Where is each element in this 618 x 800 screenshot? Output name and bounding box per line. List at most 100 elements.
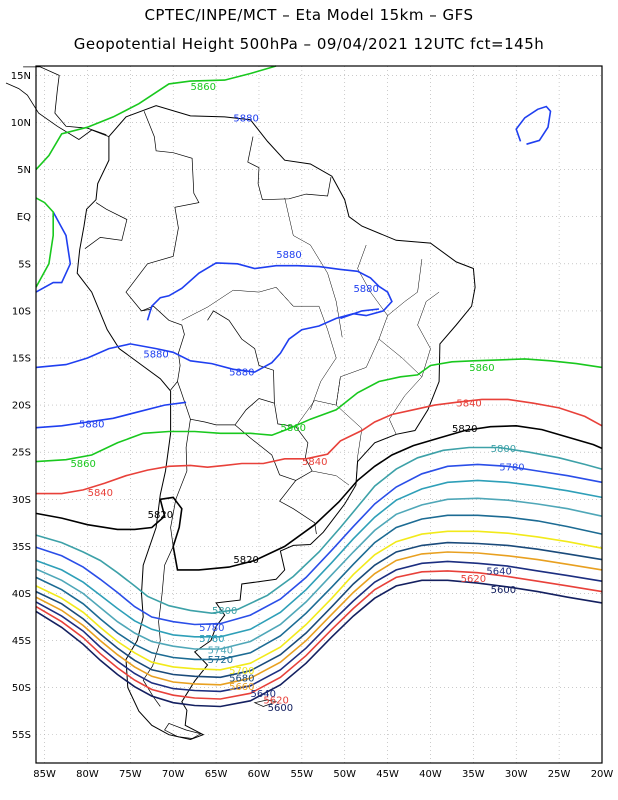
central-america-coastline	[5, 82, 110, 140]
lat-tick-label: 40S	[12, 589, 31, 600]
contour-5680	[35, 541, 603, 679]
height-contours	[35, 65, 603, 708]
lat-tick-label: 15N	[11, 71, 31, 82]
lat-lon-grid	[36, 66, 603, 763]
contour-label-5680: 5680	[229, 674, 254, 685]
contour-label-5780: 5780	[199, 623, 224, 634]
lat-tick-label: 20S	[12, 401, 31, 412]
contour-5880	[35, 401, 187, 429]
lon-tick-label: 70W	[162, 769, 185, 780]
contour-label-5840: 5840	[302, 457, 327, 468]
contour-label-5740: 5740	[208, 645, 233, 656]
lat-tick-label: 55S	[12, 730, 31, 741]
contour-label-5860: 5860	[281, 423, 306, 434]
contour-label-5880: 5880	[143, 350, 168, 361]
lon-tick-label: 20W	[591, 769, 614, 780]
map-subtitle: Geopotential Height 500hPa – 09/04/2021 …	[73, 35, 545, 53]
country-border	[170, 381, 178, 391]
lat-tick-label: 5S	[18, 259, 31, 270]
contour-label-5640: 5640	[251, 689, 276, 700]
state-border	[387, 259, 423, 316]
map-frame	[35, 65, 603, 764]
contour-5860	[35, 358, 603, 463]
contour-label-5820: 5820	[452, 424, 477, 435]
lon-tick-label: 55W	[291, 769, 314, 780]
contour-5640	[35, 560, 603, 693]
contour-label-5600: 5600	[268, 703, 293, 714]
lon-tick-label: 30W	[505, 769, 528, 780]
lon-tick-label: 45W	[376, 769, 399, 780]
contour-5760	[35, 479, 603, 638]
country-border	[84, 202, 128, 249]
state-border	[275, 287, 337, 410]
falkland-islands	[253, 699, 278, 707]
lon-tick-label: 35W	[462, 769, 485, 780]
contour-label-5860: 5860	[469, 363, 494, 374]
contour-label-5860: 5860	[191, 82, 216, 93]
contour-label-5600: 5600	[491, 585, 516, 596]
contour-5700	[35, 530, 603, 671]
state-border	[295, 244, 388, 427]
contour-5840	[36, 398, 603, 495]
tierra-del-fuego	[164, 722, 202, 739]
contour-label-5700: 5700	[229, 666, 254, 677]
contour-5860	[35, 65, 277, 171]
contour-label-5820: 5820	[233, 555, 258, 566]
lon-tick-label: 50W	[333, 769, 356, 780]
country-border	[207, 310, 275, 404]
contour-label-5840: 5840	[88, 488, 113, 499]
contour-5720	[35, 514, 603, 661]
lat-tick-label: 15S	[12, 353, 31, 364]
contour-label-5620: 5620	[461, 574, 486, 585]
contour-5620	[35, 570, 603, 700]
lon-tick-label: 60W	[248, 769, 271, 780]
south-america-coastline	[76, 105, 476, 741]
country-border	[142, 419, 191, 707]
contour-5880	[35, 211, 72, 293]
contour-label-5880: 5880	[353, 284, 378, 295]
contour-label-5620: 5620	[263, 695, 288, 706]
lat-tick-label: 25S	[12, 448, 31, 459]
lat-tick-label: 10N	[11, 118, 31, 129]
state-border	[335, 376, 363, 486]
longitude-tick-labels: 85W 80W 75W 70W 65W 60W 55W 50W 45W 40W 35W 30W 25W 2…	[33, 769, 613, 780]
state-border	[378, 338, 423, 377]
country-border	[125, 111, 317, 535]
contour-5820	[35, 424, 603, 571]
contour-label-5820: 5820	[148, 510, 173, 521]
lat-tick-label: EQ	[17, 212, 31, 223]
contour-label-5760: 5760	[199, 634, 224, 645]
state-border	[284, 197, 343, 338]
lat-tick-label: 45S	[12, 636, 31, 647]
contour-5880	[515, 105, 552, 145]
state-border	[312, 470, 350, 486]
lat-tick-label: 35S	[12, 542, 31, 553]
lon-tick-label: 40W	[419, 769, 442, 780]
contour-label-5800: 5800	[212, 606, 237, 617]
contour-label-5880: 5880	[233, 113, 258, 124]
contour-label-5880: 5880	[276, 250, 301, 261]
contour-labels: 5880 5880 5880 5880 5880 5880 5860 5860 5860 5860…	[70, 82, 524, 714]
contour-5780	[35, 463, 603, 626]
latitude-tick-labels: 15N 10N 5N EQ 5S 10S 15S 20S 25S 30S 35S 40S 45S 50S 5…	[11, 71, 31, 741]
map-title: CPTEC/INPE/MCT – Eta Model 15km – GFS	[144, 6, 474, 24]
lat-tick-label: 30S	[12, 495, 31, 506]
lon-tick-label: 65W	[205, 769, 228, 780]
lon-tick-label: 25W	[548, 769, 571, 780]
lon-tick-label: 85W	[33, 769, 56, 780]
contour-5600	[35, 579, 603, 708]
contour-label-5780: 5780	[499, 463, 524, 474]
lat-tick-label: 5N	[17, 165, 31, 176]
contour-5740	[35, 497, 603, 650]
contour-label-5880: 5880	[79, 419, 104, 430]
contour-5860	[35, 197, 54, 288]
contour-label-5640: 5640	[486, 566, 511, 577]
lon-tick-label: 80W	[76, 769, 99, 780]
lon-tick-label: 75W	[119, 769, 142, 780]
contour-5800	[35, 446, 603, 615]
contour-label-5860: 5860	[70, 459, 95, 470]
contour-5880	[35, 262, 393, 373]
lat-tick-label: 50S	[12, 683, 31, 694]
contour-label-5720: 5720	[208, 655, 233, 666]
